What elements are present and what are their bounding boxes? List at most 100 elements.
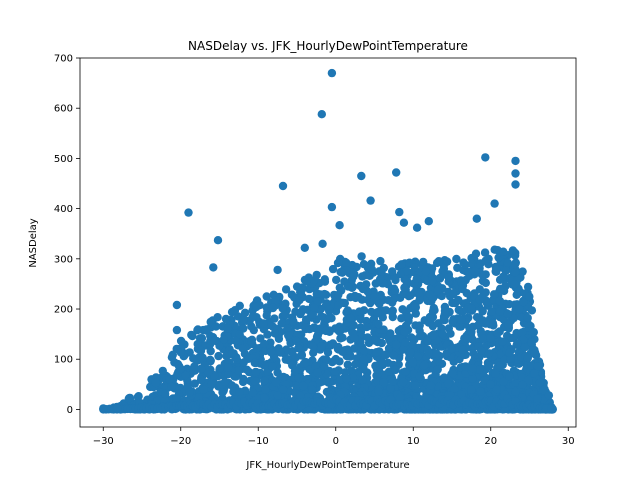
data-point: [356, 281, 365, 291]
data-point: [467, 327, 476, 337]
y-tick-label: 100: [54, 355, 73, 366]
data-point-outlier: [412, 223, 422, 232]
data-point: [302, 277, 311, 286]
data-point: [305, 324, 314, 334]
y-tick-label: 700: [54, 54, 73, 65]
data-point: [298, 381, 308, 391]
data-point: [398, 305, 407, 314]
data-point: [480, 376, 489, 385]
data-point: [470, 267, 480, 276]
data-point: [458, 284, 467, 294]
data-point: [292, 282, 302, 291]
data-point: [513, 339, 522, 348]
data-point: [387, 308, 397, 317]
data-point: [519, 298, 528, 307]
data-point: [517, 328, 527, 337]
data-point: [484, 254, 493, 263]
data-point: [408, 357, 418, 367]
data-point: [389, 351, 398, 360]
data-point-outlier: [395, 207, 404, 217]
data-point-outlier: [472, 214, 481, 223]
data-point: [351, 360, 360, 369]
data-point: [342, 258, 351, 267]
data-point: [433, 365, 442, 374]
data-point: [482, 298, 492, 308]
x-tick-label: 0: [333, 436, 339, 447]
data-point: [310, 303, 319, 312]
data-point: [325, 377, 334, 386]
data-point: [512, 290, 521, 299]
data-point: [270, 314, 279, 323]
data-point: [523, 282, 533, 292]
data-point: [321, 326, 330, 336]
data-point: [316, 304, 326, 314]
x-tick-label: −20: [170, 436, 191, 447]
data-point: [190, 362, 199, 371]
data-point: [395, 393, 405, 402]
data-point: [235, 387, 244, 396]
x-axis-ticks: −30 −20 −10 0 10 20 30: [93, 427, 575, 447]
data-point: [308, 310, 317, 319]
data-point: [165, 375, 174, 384]
data-point: [266, 347, 276, 357]
data-point: [391, 365, 400, 375]
data-point: [203, 368, 213, 377]
data-point: [508, 246, 518, 255]
data-point: [510, 280, 519, 289]
data-point: [420, 360, 429, 370]
data-point: [474, 365, 484, 374]
data-point: [301, 315, 311, 324]
data-point: [215, 364, 224, 373]
data-point: [268, 362, 277, 371]
data-point-outlier: [490, 199, 499, 208]
data-point: [505, 372, 514, 381]
data-point: [384, 367, 394, 376]
data-point: [338, 268, 347, 277]
data-point-outlier: [327, 202, 337, 212]
data-point: [317, 312, 326, 321]
data-point: [315, 378, 324, 387]
data-point: [468, 374, 477, 383]
data-point: [518, 380, 527, 389]
data-point: [446, 329, 455, 338]
plot-area-frame: [79, 57, 577, 428]
data-point: [290, 366, 300, 376]
data-point: [281, 310, 290, 320]
x-tick-label: −10: [248, 436, 269, 447]
y-tick-label: 300: [54, 254, 73, 265]
data-point: [277, 319, 286, 328]
data-point: [484, 349, 494, 358]
data-point: [467, 304, 476, 313]
data-point: [499, 247, 508, 256]
data-point: [421, 267, 431, 276]
data-point: [199, 325, 208, 335]
data-point: [432, 349, 441, 358]
data-point: [410, 263, 419, 272]
data-point: [261, 385, 270, 394]
data-point: [313, 368, 322, 377]
data-point: [263, 330, 272, 339]
data-point: [251, 377, 260, 386]
data-point: [268, 303, 278, 313]
data-point: [325, 313, 335, 322]
data-point: [338, 333, 347, 342]
data-point: [379, 325, 388, 334]
data-point: [489, 290, 499, 299]
data-point-outlier: [113, 404, 122, 413]
data-point-outlier: [547, 404, 556, 413]
data-point-outlier: [300, 243, 309, 252]
data-point: [440, 306, 450, 316]
data-point-outlier: [172, 300, 182, 310]
data-point: [273, 391, 282, 400]
data-point: [205, 355, 215, 364]
data-point: [262, 311, 271, 320]
data-point: [281, 285, 291, 294]
data-point: [527, 306, 537, 315]
y-axis-ticks: 0 100 200 300 400 500 600 700: [54, 54, 80, 416]
data-point: [361, 271, 370, 280]
data-point: [308, 342, 318, 351]
data-point: [443, 379, 453, 389]
data-point: [503, 258, 513, 267]
data-point: [348, 272, 358, 281]
data-point: [259, 319, 268, 328]
